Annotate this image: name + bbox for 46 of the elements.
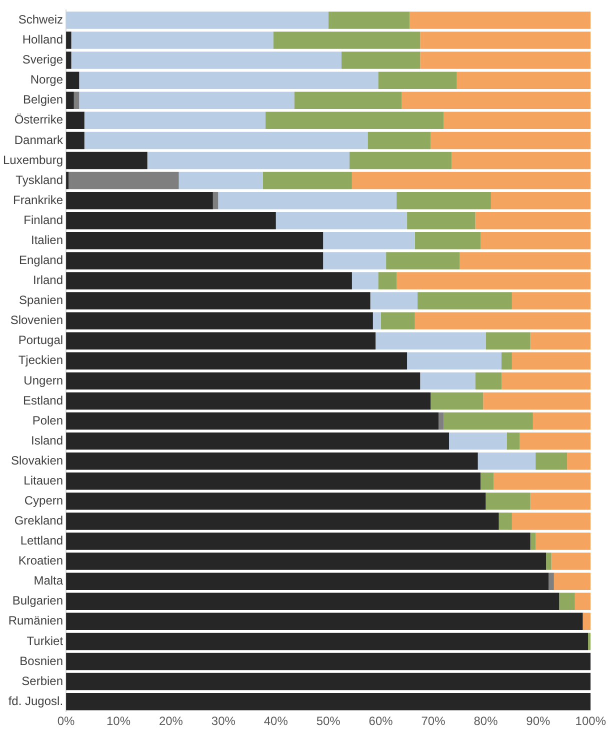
y-tick-label: Rumänien [8,614,64,628]
y-tick-label: Kroatien [18,554,64,568]
x-tick-label: 100% [575,714,606,728]
y-tick-label: Danmark [14,132,64,147]
y-tick-label: Bosnien [20,654,64,668]
y-tick-label: Grekland [14,514,64,528]
y-tick-label: Slovakien [11,453,64,468]
y-tick-label: Spanien [18,293,64,308]
y-tick-label: Polen [32,413,64,428]
y-tick-label: Finland [24,212,64,227]
y-tick-label: Tjeckien [18,353,64,368]
y-tick-label: Holland [22,32,64,47]
y-tick-label: Italien [31,232,64,247]
y-tick-label: Österrike [14,112,64,127]
x-tick-label: 70% [421,714,446,728]
x-tick-label: 50% [316,714,341,728]
y-tick-label: Sverige [22,52,64,67]
y-tick-label: Litauen [24,473,64,488]
y-tick-label: Irland [33,273,64,288]
y-tick-label: Cypern [24,493,64,508]
x-tick-label: 10% [106,714,131,728]
y-tick-label: fd. Jugosl. [8,694,64,708]
y-tick-label: Belgien [23,92,64,107]
y-tick-label: Lettland [20,534,64,548]
y-tick-label: Ungern [24,373,64,388]
x-tick-label: 20% [158,714,184,728]
y-tick-label: Slovenien [10,313,64,328]
x-tick-label: 0% [57,714,76,728]
x-tick-label: 40% [264,714,288,728]
x-tick-label: 30% [211,714,236,728]
y-tick-label: Estland [23,393,64,408]
y-tick-label: England [18,253,64,268]
y-tick-label: Bulgarien [12,594,64,608]
y-tick-label: Frankrike [13,192,64,207]
x-tick-label: 60% [368,714,394,728]
y-tick-label: Turkiet [26,634,64,648]
y-tick-label: Luxemburg [2,152,64,167]
y-tick-label: Malta [34,574,64,588]
y-tick-label: Portugal [18,333,64,348]
x-tick-label: 80% [474,714,498,728]
y-tick-label: Island [31,433,64,448]
y-tick-label: Schweiz [18,12,64,27]
y-tick-label: Serbien [22,674,64,688]
y-tick-label: Tyskland [16,172,64,187]
x-tick-label: 90% [526,714,551,728]
y-tick-label: Norge [30,72,64,87]
